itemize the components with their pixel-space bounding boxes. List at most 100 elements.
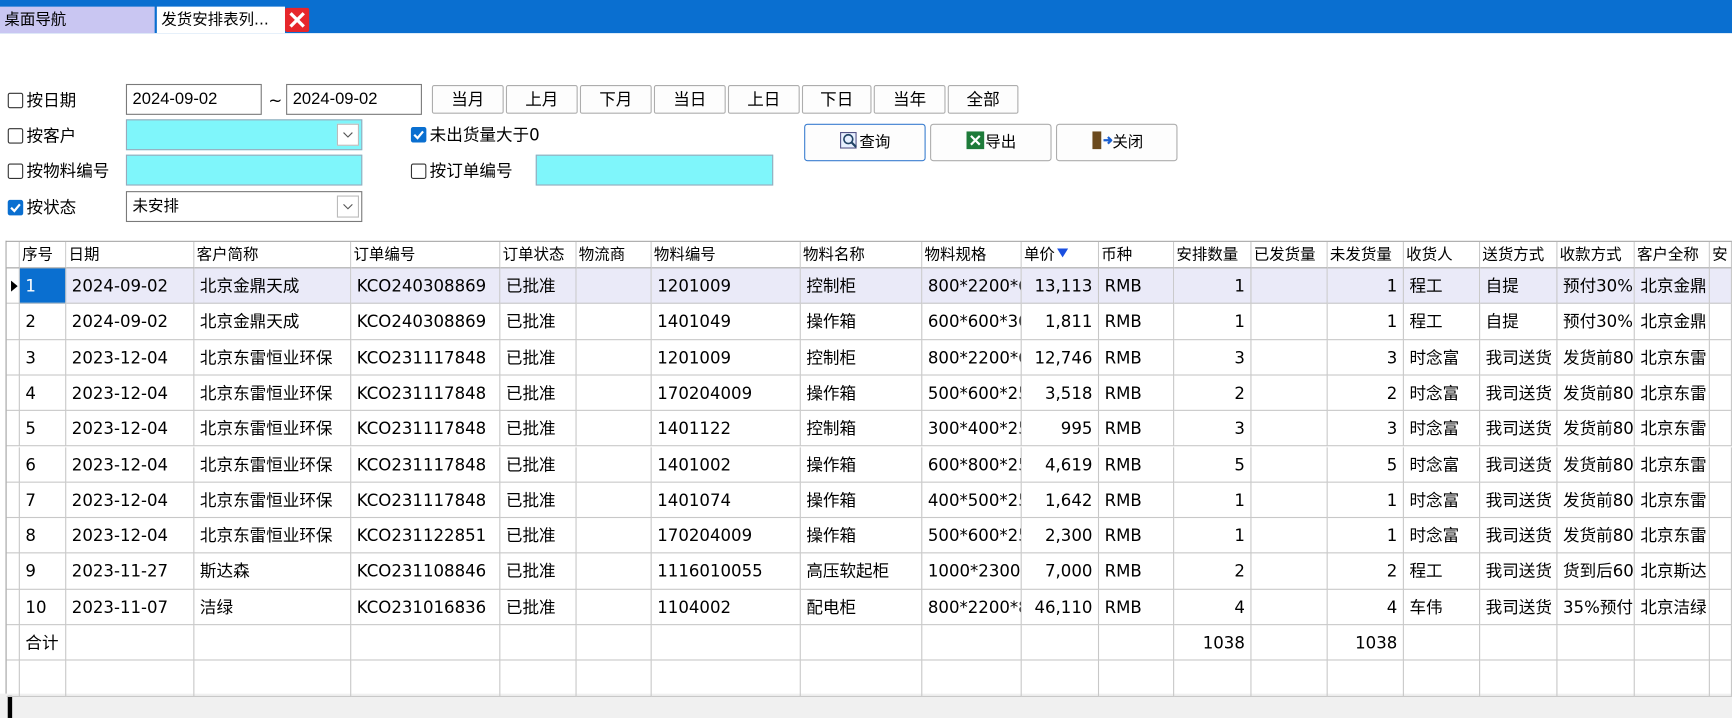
date-from-input[interactable]: 2024-09-02 <box>125 83 262 115</box>
grid-cell[interactable] <box>576 518 652 554</box>
grid-cell[interactable]: 时念富 <box>1403 518 1481 554</box>
grid-cell[interactable]: 170204009 <box>651 518 801 554</box>
grid-cell[interactable] <box>1021 625 1100 661</box>
grid-cell[interactable] <box>19 660 67 697</box>
grid-cell[interactable]: 3,518 <box>1021 375 1100 412</box>
grid-cell[interactable] <box>800 660 923 697</box>
grid-cell[interactable]: 发货前80 <box>1557 518 1635 554</box>
grid-cell[interactable]: 预付30% <box>1557 268 1635 305</box>
tab[interactable]: 发货安排表列... <box>156 6 285 34</box>
grid-cell[interactable]: 已批准 <box>500 375 577 412</box>
grid-cell[interactable]: 洁绿 <box>194 589 352 626</box>
grid-cell[interactable]: 控制柜 <box>800 268 923 305</box>
grid-cell[interactable] <box>1557 660 1635 697</box>
grid-cell[interactable]: 2 <box>1174 375 1252 412</box>
grid-cell[interactable]: 操作箱 <box>800 446 923 483</box>
grid-cell[interactable]: 程工 <box>1403 553 1481 590</box>
grid-cell[interactable]: 合计 <box>19 625 67 661</box>
grid-cell[interactable]: 600*600*30 <box>922 304 1022 340</box>
grid-cell[interactable]: 发货前80 <box>1557 375 1635 412</box>
grid-cell[interactable] <box>576 660 652 697</box>
grid-cell[interactable] <box>1251 446 1328 483</box>
grid-cell[interactable]: 北京东雷 <box>1634 518 1710 554</box>
grid-cell[interactable] <box>1403 625 1481 661</box>
grid-cell[interactable]: 北京东雷恒业环保 <box>194 411 352 447</box>
grid-cell[interactable]: 北京东雷 <box>1634 411 1710 447</box>
grid-cell[interactable]: 已批准 <box>500 482 577 519</box>
grid-cell[interactable] <box>1709 446 1732 483</box>
grid-cell[interactable] <box>1251 482 1328 519</box>
grid-cell[interactable] <box>1403 660 1481 697</box>
grid-cell[interactable] <box>576 375 652 412</box>
query-button[interactable]: 查询 <box>804 123 926 162</box>
column-header[interactable]: 未发货量 <box>1327 241 1404 269</box>
grid-cell[interactable]: 2023-12-04 <box>66 482 195 519</box>
grid-cell[interactable]: 500*600*25 <box>922 375 1022 412</box>
column-header[interactable]: 已发货量 <box>1251 241 1328 269</box>
grid-cell[interactable] <box>1634 625 1710 661</box>
grid-cell[interactable] <box>1099 625 1175 661</box>
grid-cell[interactable]: 3 <box>1174 339 1252 376</box>
grid-cell[interactable] <box>1174 660 1252 697</box>
grid-cell[interactable]: 3 <box>1327 339 1404 376</box>
grid-cell[interactable]: 发货前80 <box>1557 446 1635 483</box>
grid-cell[interactable] <box>1251 268 1328 305</box>
grid-cell[interactable]: 46,110 <box>1021 589 1100 626</box>
grid-cell[interactable]: RMB <box>1099 482 1175 519</box>
grid-cell[interactable]: 7,000 <box>1021 553 1100 590</box>
column-header[interactable]: 收货人 <box>1403 241 1481 269</box>
grid-cell[interactable] <box>500 625 577 661</box>
dropdown-button[interactable] <box>336 123 359 146</box>
grid-cell[interactable] <box>1251 339 1328 376</box>
grid-cell[interactable]: 1 <box>1174 518 1252 554</box>
grid-cell[interactable]: 自提 <box>1480 268 1558 305</box>
period-button[interactable]: 下日 <box>801 85 872 114</box>
grid-cell[interactable] <box>576 553 652 590</box>
grid-cell[interactable]: 10 <box>19 589 67 626</box>
grid-cell[interactable]: 1 <box>19 268 67 305</box>
grid-cell[interactable]: 2 <box>1174 553 1252 590</box>
grid-cell[interactable]: 400*500*25 <box>922 482 1022 519</box>
grid-cell[interactable]: 我司送货 <box>1480 411 1558 447</box>
grid-cell[interactable]: 12,746 <box>1021 339 1100 376</box>
column-header[interactable]: 收款方式 <box>1557 241 1635 269</box>
grid-cell[interactable] <box>651 625 801 661</box>
grid-cell[interactable] <box>1634 660 1710 697</box>
column-header[interactable]: 日期 <box>66 241 195 269</box>
grid-cell[interactable]: 2024-09-02 <box>66 268 195 305</box>
grid-cell[interactable]: RMB <box>1099 268 1175 305</box>
grid-cell[interactable] <box>1251 589 1328 626</box>
grid-cell[interactable]: 北京东雷 <box>1634 482 1710 519</box>
dropdown-button[interactable] <box>336 195 359 218</box>
grid-cell[interactable]: 800*2200*6 <box>922 268 1022 305</box>
grid-cell[interactable]: 1038 <box>1174 625 1252 661</box>
grid-cell[interactable]: 1201009 <box>651 339 801 376</box>
checkbox[interactable] <box>410 127 427 143</box>
grid-cell[interactable]: 已批准 <box>500 446 577 483</box>
grid-cell[interactable]: 我司送货 <box>1480 375 1558 412</box>
grid-cell[interactable]: KCO231108846 <box>351 553 501 590</box>
grid-cell[interactable]: 5 <box>1174 446 1252 483</box>
material-filter[interactable]: 按物料编号 <box>7 156 109 187</box>
grid-cell[interactable]: 1401002 <box>651 446 801 483</box>
grid-cell[interactable] <box>194 625 352 661</box>
grid-cell[interactable]: 时念富 <box>1403 375 1481 412</box>
grid-cell[interactable]: 操作箱 <box>800 375 923 412</box>
grid-cell[interactable]: RMB <box>1099 339 1175 376</box>
grid-cell[interactable]: 已批准 <box>500 339 577 376</box>
grid-cell[interactable]: RMB <box>1099 375 1175 412</box>
grid-cell[interactable] <box>66 660 195 697</box>
grid-cell[interactable]: 2023-12-04 <box>66 411 195 447</box>
grid-cell[interactable]: RMB <box>1099 553 1175 590</box>
grid-cell[interactable]: 1116010055 <box>651 553 801 590</box>
grid-cell[interactable]: KCO231117848 <box>351 482 501 519</box>
grid-cell[interactable]: 北京金鼎天成 <box>194 304 352 340</box>
grid-cell[interactable]: 2 <box>1327 553 1404 590</box>
grid-cell[interactable] <box>66 625 195 661</box>
grid-cell[interactable]: KCO231016836 <box>351 589 501 626</box>
grid-cell[interactable]: 1,642 <box>1021 482 1100 519</box>
grid-cell[interactable]: 已批准 <box>500 589 577 626</box>
period-button[interactable]: 当月 <box>431 85 504 114</box>
grid-cell[interactable] <box>1251 553 1328 590</box>
grid-cell[interactable] <box>1709 268 1732 305</box>
